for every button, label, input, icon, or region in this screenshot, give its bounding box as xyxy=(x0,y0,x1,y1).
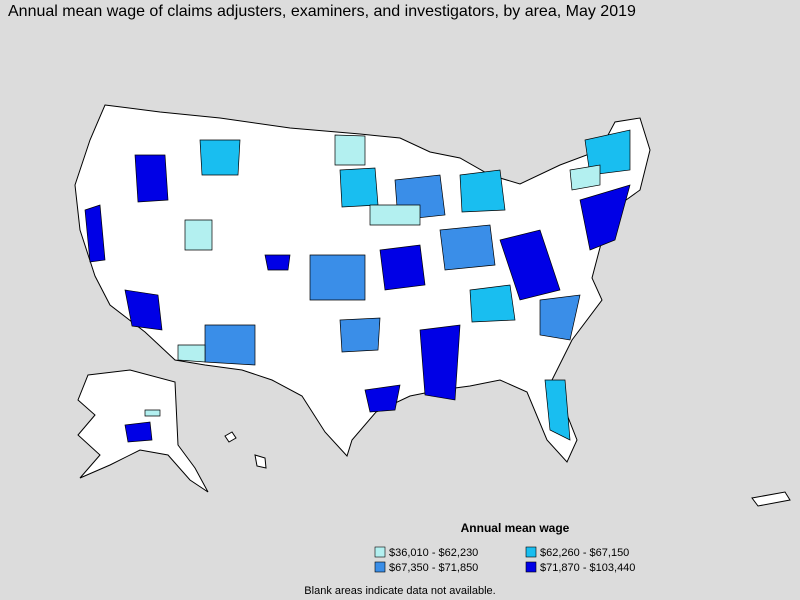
legend-swatch xyxy=(374,561,386,573)
hawaii xyxy=(224,431,237,443)
area xyxy=(144,409,161,417)
area xyxy=(544,379,571,441)
area xyxy=(579,184,631,251)
legend-swatch xyxy=(374,546,386,558)
map-title: Annual mean wage of claims adjusters, ex… xyxy=(8,3,636,20)
area xyxy=(134,154,169,203)
legend-label: $62,260 - $67,150 xyxy=(540,547,629,559)
legend-label: $71,870 - $103,440 xyxy=(540,562,635,574)
area xyxy=(124,289,163,331)
legend: Annual mean wage $36,010 - $62,230 $62,2… xyxy=(374,521,635,574)
area xyxy=(309,254,366,301)
legend-label: $67,350 - $71,850 xyxy=(389,562,478,574)
area xyxy=(419,324,461,401)
area xyxy=(569,164,601,191)
legend-label: $36,010 - $62,230 xyxy=(389,547,478,559)
area xyxy=(459,169,506,213)
legend-swatch xyxy=(525,561,537,573)
area xyxy=(177,344,206,363)
area xyxy=(204,324,256,366)
area xyxy=(339,317,381,353)
area xyxy=(334,134,366,166)
area xyxy=(499,229,561,301)
puerto-rico xyxy=(751,491,791,507)
footnote: Blank areas indicate data not available. xyxy=(304,585,495,597)
legend-swatch xyxy=(525,546,537,558)
area xyxy=(369,204,421,226)
area xyxy=(584,129,631,176)
area xyxy=(84,204,106,263)
area xyxy=(364,384,401,413)
area xyxy=(264,254,291,271)
area xyxy=(339,167,379,208)
hawaii xyxy=(254,454,267,469)
map xyxy=(74,104,791,507)
area xyxy=(439,224,496,271)
area xyxy=(539,294,581,341)
area xyxy=(379,244,426,291)
area xyxy=(199,139,241,176)
area xyxy=(124,421,153,443)
area xyxy=(184,219,213,251)
legend-title: Annual mean wage xyxy=(461,521,570,535)
area xyxy=(469,284,516,323)
